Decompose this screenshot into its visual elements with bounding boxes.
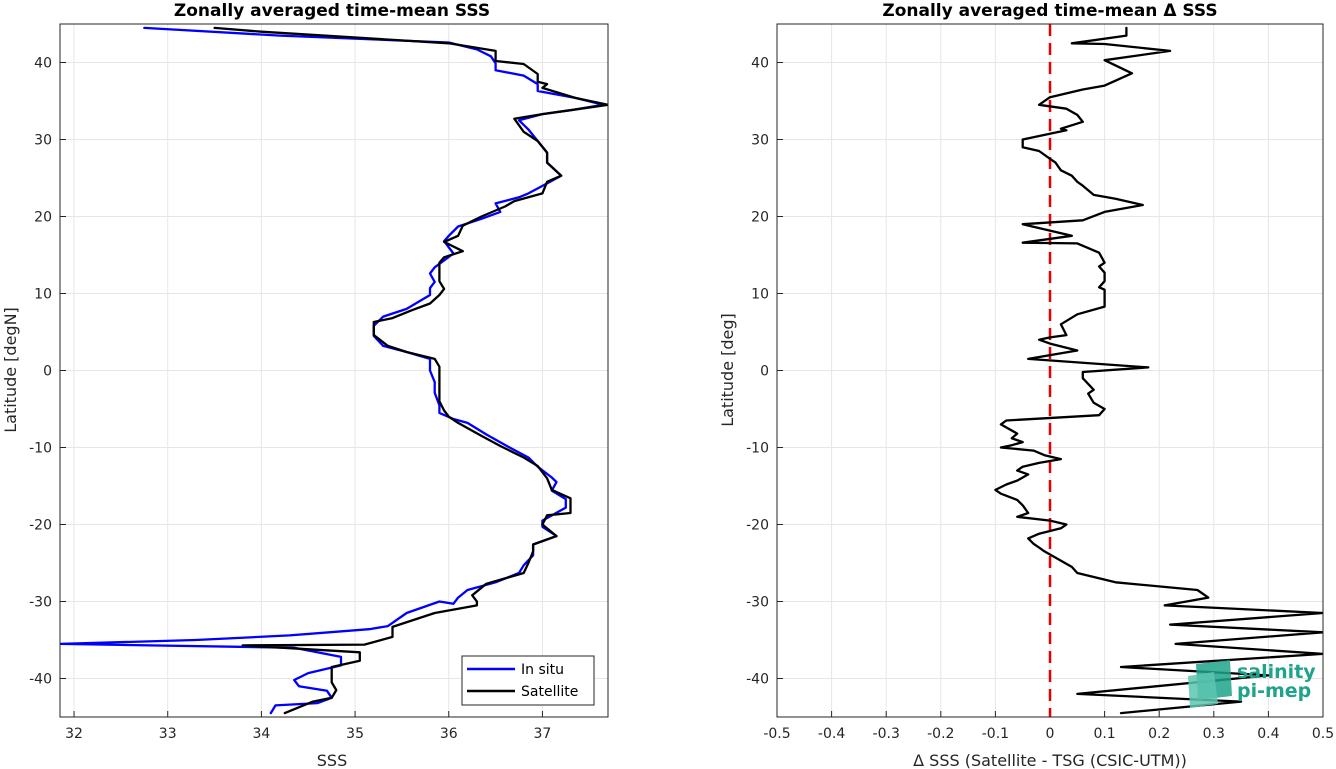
sss-y-tick-label: 20 [34, 210, 52, 226]
sss-y-tick-labels: 40 30 20 10 0 -10 -20 -30 -40 [29, 56, 52, 688]
logo-text-pi-mep: pi-mep [1237, 680, 1311, 702]
delta-plot-area [994, 24, 1323, 717]
sss-x-tick-label: 35 [346, 726, 364, 742]
delta-x-tick-labels: -0.5 -0.4 -0.3 -0.2 -0.1 0 0.1 0.2 0.3 0.4 0.5 [763, 726, 1334, 742]
delta-y-axis-label: Latitude [deg] [718, 313, 737, 427]
sss-y-axis-label: Latitude [degN] [1, 307, 20, 433]
delta-y-tick-label: -30 [746, 595, 769, 611]
delta-y-tick-label: -20 [746, 518, 769, 534]
sss-x-axis-label: SSS [317, 751, 347, 769]
logo-mark-front [1188, 672, 1218, 708]
sss-y-tick-label: -30 [29, 595, 52, 611]
delta-x-tick-label: -0.3 [873, 726, 900, 742]
sss-x-tick-label: 34 [252, 726, 270, 742]
sss-x-tick-label: 32 [65, 726, 83, 742]
delta-x-tick-label: -0.4 [818, 726, 845, 742]
delta-y-tick-label: 10 [751, 287, 769, 303]
delta-x-tick-label: -0.5 [763, 726, 790, 742]
sss-y-tick-label: 0 [43, 364, 52, 380]
delta-x-tick-label: 0.1 [1093, 726, 1115, 742]
sss-plot-area [60, 26, 608, 715]
sss-y-tick-label: -10 [29, 441, 52, 457]
legend-label-in-situ: In situ [521, 662, 564, 678]
delta-x-tick-label: 0.4 [1257, 726, 1279, 742]
delta-y-tick-label: 30 [751, 133, 769, 149]
delta-x-tick-label: 0.3 [1203, 726, 1225, 742]
delta-series-line-series-0 [994, 26, 1323, 715]
delta-y-tick-labels: 40 30 20 10 0 -10 -20 -30 -40 [746, 56, 769, 688]
delta-y-tick-label: -40 [746, 672, 769, 688]
delta-y-tick-label: 0 [760, 364, 769, 380]
sss-series-line-in-situ [60, 26, 605, 715]
delta-x-axis-label: Δ SSS (Satellite - TSG (CSIC-UTM)) [913, 751, 1187, 769]
delta-x-tick-label: -0.2 [927, 726, 954, 742]
sss-x-tick-labels: 32 33 34 35 36 37 [65, 726, 551, 742]
legend-label-satellite: Satellite [521, 684, 578, 700]
sss-series-line-satellite [213, 26, 608, 715]
sss-grid [60, 24, 608, 717]
legend-box [461, 655, 595, 706]
salinity-pi-mep-logo: salinity pi-mep [1188, 660, 1316, 708]
sss-y-tick-label: 10 [34, 287, 52, 303]
delta-y-tick-label: -10 [746, 441, 769, 457]
sss-axes-box [59, 23, 609, 718]
sss-y-tick-label: -20 [29, 518, 52, 534]
delta-x-tick-label: 0.2 [1148, 726, 1170, 742]
sss-x-tick-label: 33 [159, 726, 177, 742]
delta-title: Zonally averaged time-mean Δ SSS [882, 1, 1217, 21]
sss-y-tick-label: -40 [29, 672, 52, 688]
delta-series-group [994, 24, 1323, 717]
delta-x-tick-label: 0.5 [1312, 726, 1334, 742]
sss-panel: Zonally averaged time-mean SSS 32 33 34 35 3… [1, 1, 609, 769]
sss-y-tick-label: 30 [34, 133, 52, 149]
sss-title: Zonally averaged time-mean SSS [174, 1, 490, 21]
delta-y-tick-label: 40 [751, 56, 769, 72]
logo-text-salinity: salinity [1237, 661, 1316, 683]
sss-x-tick-label: 37 [534, 726, 552, 742]
delta-x-tick-label: 0 [1046, 726, 1055, 742]
delta-axes-box [776, 23, 1324, 718]
delta-y-tick-label: 20 [751, 210, 769, 226]
delta-x-tick-label: -0.1 [982, 726, 1009, 742]
sss-y-tick-label: 40 [34, 56, 52, 72]
sss-legend[interactable]: In situ Satellite [461, 655, 595, 706]
sss-x-tick-label: 36 [440, 726, 458, 742]
delta-sss-panel: Zonally averaged time-mean Δ SSS -0.5 -0.… [718, 1, 1334, 769]
sss-series-group [60, 26, 608, 715]
